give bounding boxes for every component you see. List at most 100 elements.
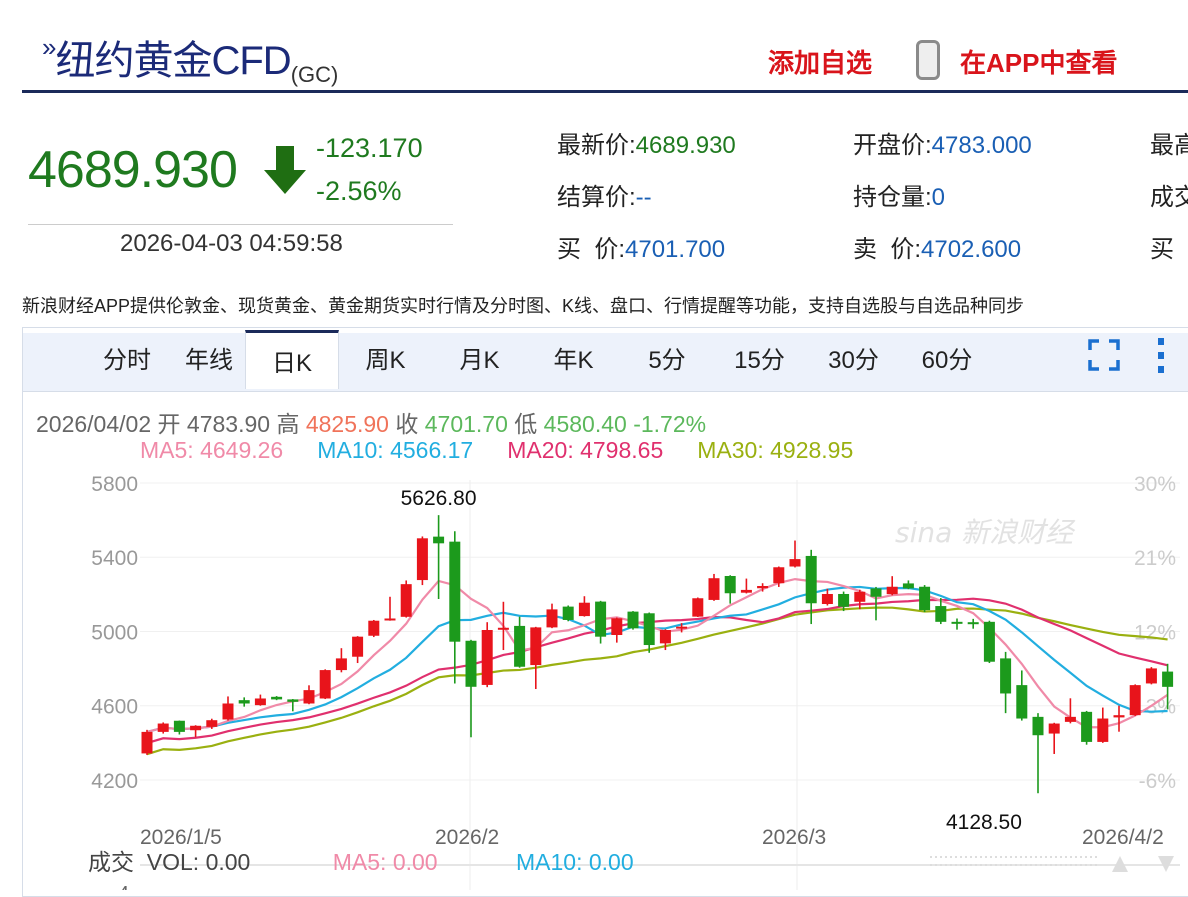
pct-value: -1.72% <box>633 411 707 437</box>
scroll-up-icon[interactable] <box>1112 856 1128 872</box>
info-label: 结算价: <box>557 184 636 211</box>
app-promo-text[interactable]: 新浪财经APP提供伦敦金、现货黄金、黄金期货实时行情及分时图、K线、盘口、行情提… <box>22 296 1025 316</box>
ma-readout: MA5: 4649.26 MA10: 4566.17 MA20: 4798.65 MA… <box>140 437 887 464</box>
candle-body <box>611 618 623 636</box>
candle-body <box>578 602 590 617</box>
info-value: 4689.930 <box>635 132 736 159</box>
vol-ma10: MA10: 0.00 <box>515 849 634 875</box>
info-value: 4783.000 <box>931 132 1032 159</box>
low-value: 4580.40 <box>543 411 627 437</box>
candle-body <box>368 620 380 636</box>
info-value: 4701.700 <box>625 236 726 263</box>
title-text: 纽约黄金CFD <box>55 39 291 83</box>
info-item: 卖 价:4702.600 <box>853 229 1021 264</box>
info-value: -- <box>635 184 652 211</box>
y-tick-right-label: 3% <box>1146 696 1176 719</box>
candle-body <box>1162 671 1174 687</box>
candle-body <box>384 618 396 621</box>
add-watchlist-button[interactable]: 添加自选 <box>768 48 873 78</box>
ma-value: MA5: 4649.26 <box>140 437 284 463</box>
low-label: 低 <box>514 411 538 437</box>
tab-6[interactable]: 5分 <box>648 347 686 374</box>
candle-body <box>287 699 299 702</box>
info-item: 持仓量:0 <box>853 177 945 212</box>
ma5-line <box>146 577 1169 733</box>
ohlc-readout: 2026/04/02 开 4783.90 高 4825.90 收 4701.70… <box>36 405 706 439</box>
candle-body <box>902 583 914 589</box>
candle-body <box>546 609 558 628</box>
candle-body <box>773 567 785 584</box>
info-item: 最新价:4689.930 <box>557 125 736 160</box>
tab-3[interactable]: 周K <box>365 347 406 374</box>
candle-body <box>870 588 882 597</box>
info-item: 成交 <box>1150 177 1188 212</box>
candle-body <box>854 591 866 602</box>
more-vertical-icon[interactable] <box>1156 338 1166 374</box>
view-in-app-link[interactable]: 在APP中查看 <box>960 48 1118 78</box>
ma-value: MA30: 4928.95 <box>697 437 854 463</box>
candle-body <box>271 696 283 700</box>
candle-body <box>627 611 639 629</box>
x-tick-label: 2026/2 <box>435 826 499 849</box>
ma30-line <box>146 606 1168 756</box>
info-label: 买 <box>1150 236 1174 263</box>
open-value: 4783.90 <box>186 411 271 437</box>
tab-4[interactable]: 月K <box>459 347 500 374</box>
price-change: -123.170 <box>316 133 423 163</box>
candle-body <box>481 629 493 685</box>
x-tick-label: 2026/3 <box>762 826 826 849</box>
candle-body <box>967 622 979 625</box>
info-label: 最新价: <box>557 132 636 159</box>
candle-body <box>530 627 542 666</box>
y-tick-right-label: 21% <box>1134 547 1176 570</box>
candle-body <box>692 598 704 617</box>
candle-body <box>238 700 250 704</box>
close-label: 收 <box>395 411 419 437</box>
candle-body <box>740 589 752 593</box>
tab-1[interactable]: 年线 <box>185 347 233 374</box>
candle-body <box>157 723 169 732</box>
info-label: 持仓量: <box>853 184 932 211</box>
candle-body <box>1032 716 1044 736</box>
tab-7[interactable]: 15分 <box>734 347 785 374</box>
tab-2[interactable]: 日K <box>245 330 339 389</box>
instrument-title: »纽约黄金CFD(GC) <box>42 28 338 88</box>
candle-body <box>319 670 331 699</box>
candle-body <box>983 621 995 662</box>
y-tick-right-label: 12% <box>1134 621 1176 644</box>
last-price: 4689.930 <box>28 141 238 199</box>
candle-body <box>1000 658 1012 694</box>
candle-body <box>400 584 412 617</box>
candle-body <box>352 636 364 657</box>
header-divider <box>22 90 1188 93</box>
candle-body <box>821 593 833 605</box>
fullscreen-icon[interactable] <box>1088 339 1120 371</box>
candle-body <box>1097 718 1109 742</box>
info-label: 成交 <box>1150 184 1188 211</box>
tab-9[interactable]: 60分 <box>921 347 973 374</box>
y-tick-label: 5000 <box>91 621 138 644</box>
candle-body <box>1145 668 1157 684</box>
ma20-line <box>146 597 1168 745</box>
kline-chart[interactable]: 5800 30% 5400 21% 5000 12% 4600 3% 4200 -6% sina 新… <box>0 460 1188 890</box>
tab-8[interactable]: 30分 <box>828 347 879 374</box>
candle-body <box>206 720 218 727</box>
info-item: 开盘价:4783.000 <box>853 125 1032 160</box>
candle-body <box>919 586 931 611</box>
candle-body <box>1081 711 1093 742</box>
ma-value: MA10: 4566.17 <box>317 437 474 463</box>
close-value: 4701.70 <box>424 411 508 437</box>
extreme-label: 5626.80 <box>401 487 477 510</box>
tab-5[interactable]: 年K <box>553 347 594 374</box>
info-item: 结算价:-- <box>557 177 652 212</box>
candle-body <box>789 559 801 567</box>
candle-body <box>951 621 963 624</box>
period-tabs: 分时 年线 日K 周K 月K 年K 5分 15分 30分 60分 <box>23 330 1188 392</box>
scroll-down-icon[interactable] <box>1158 856 1174 872</box>
y-tick-label: 5400 <box>91 547 138 570</box>
candle-body <box>1129 685 1141 716</box>
tab-0[interactable]: 分时 <box>103 347 151 374</box>
info-label: 卖 价: <box>853 236 922 263</box>
phone-icon <box>916 40 940 80</box>
price-change-pct: -2.56% <box>316 176 402 206</box>
